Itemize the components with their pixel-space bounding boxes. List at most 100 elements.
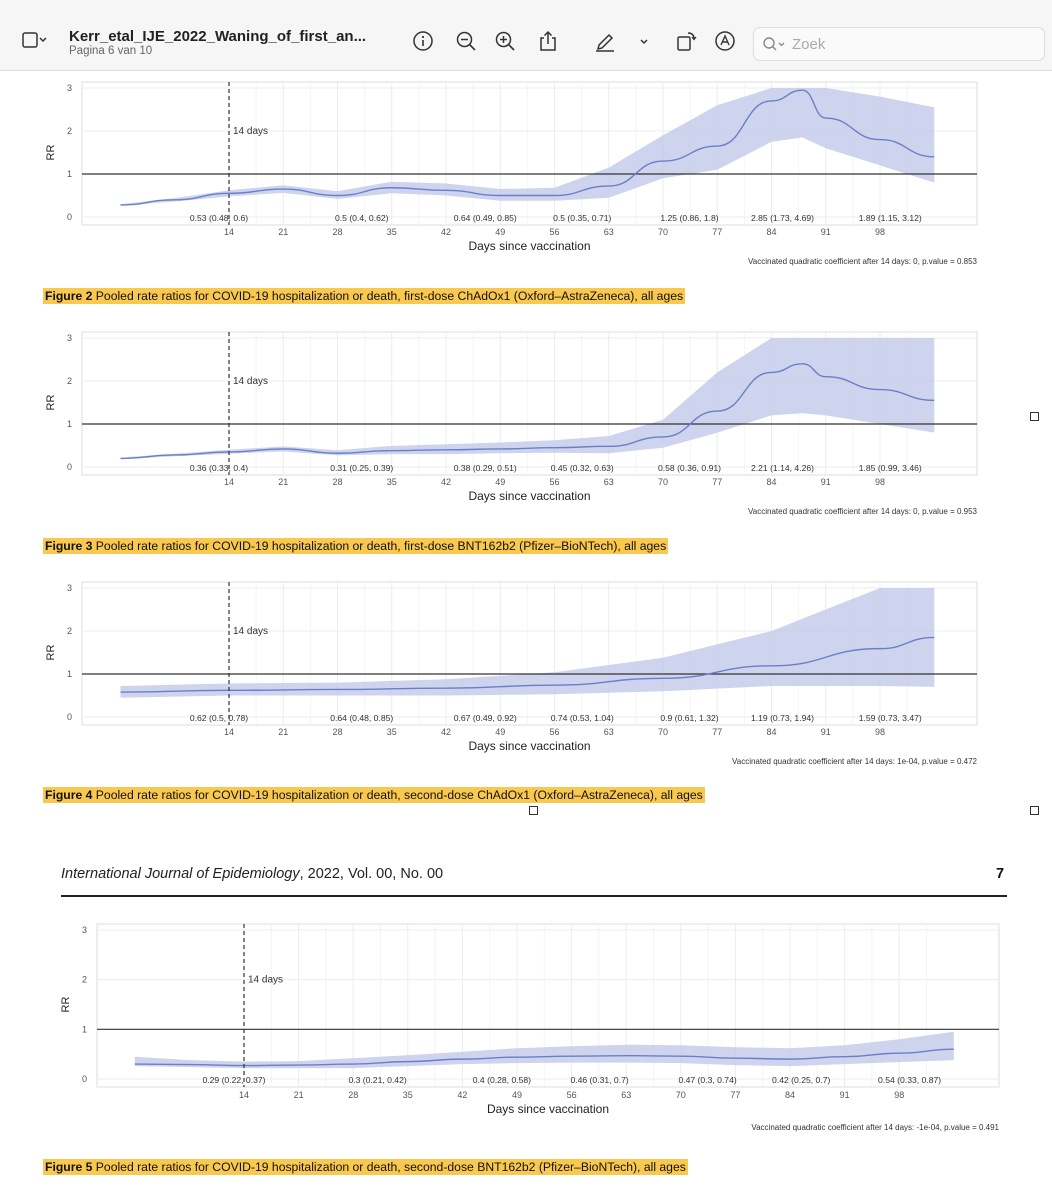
journal-name: International Journal of Epidemiology xyxy=(61,866,300,882)
x-tick-label: 14 xyxy=(224,227,234,237)
series-line xyxy=(134,1048,954,1067)
chart-footnote: Vaccinated quadratic coefficient after 1… xyxy=(732,757,978,766)
search-placeholder: Zoek xyxy=(792,36,826,53)
x-tick-label: 21 xyxy=(294,1090,304,1100)
x-tick-label: 21 xyxy=(278,227,288,237)
x-tick-label: 35 xyxy=(387,477,397,487)
x-tick-label: 98 xyxy=(875,727,885,737)
x-tick-label: 84 xyxy=(766,727,776,737)
confidence-band xyxy=(120,588,935,698)
interval-label: 0.36 (0.33, 0.4) xyxy=(190,463,248,473)
x-tick-label: 84 xyxy=(785,1090,795,1100)
y-tick-label: 2 xyxy=(67,126,72,136)
y-tick-label: 0 xyxy=(67,712,72,722)
figure-2-caption: Figure 2 Pooled rate ratios for COVID-19… xyxy=(43,288,686,304)
page-number: 7 xyxy=(996,866,1005,882)
figure-4-caption: Figure 4 Pooled rate ratios for COVID-19… xyxy=(43,787,705,803)
zoom-out-icon[interactable] xyxy=(455,30,477,52)
interval-label: 0.46 (0.31, 0.7) xyxy=(570,1075,628,1085)
interval-label: 0.3 (0.21, 0.42) xyxy=(348,1075,406,1085)
figure-5-caption: Figure 5 Pooled rate ratios for COVID-19… xyxy=(43,1159,688,1175)
selection-handle[interactable] xyxy=(1030,806,1039,815)
vline-label: 14 days xyxy=(248,975,283,986)
markup-pen-icon[interactable] xyxy=(594,30,616,52)
interval-label: 0.38 (0.29, 0.51) xyxy=(454,463,517,473)
vline-label: 14 days xyxy=(233,126,268,137)
selection-handle[interactable] xyxy=(1030,412,1039,421)
running-header: International Journal of Epidemiology, 2… xyxy=(61,866,443,882)
x-tick-label: 63 xyxy=(621,1090,631,1100)
x-tick-label: 56 xyxy=(549,477,559,487)
y-tick-label: 3 xyxy=(82,925,87,935)
x-tick-label: 21 xyxy=(278,477,288,487)
x-tick-label: 56 xyxy=(567,1090,577,1100)
x-tick-label: 21 xyxy=(278,727,288,737)
x-tick-label: 49 xyxy=(495,477,505,487)
interval-label: 0.4 (0.28, 0.58) xyxy=(473,1075,531,1085)
x-tick-label: 28 xyxy=(332,477,342,487)
sidebar-toggle-icon[interactable] xyxy=(22,32,47,48)
y-axis-label: RR xyxy=(45,645,57,661)
interval-label: 0.5 (0.4, 0.62) xyxy=(335,213,389,223)
share-icon[interactable] xyxy=(537,30,559,52)
figure-4-chart: 0 1 2 3 14 days 0.62 (0.5, 0.78) 0.64 (0.48, 0… xyxy=(0,580,1052,770)
interval-label: 0.64 (0.49, 0.85) xyxy=(454,213,517,223)
series-line xyxy=(120,89,935,206)
interval-label: 0.47 (0.3, 0.74) xyxy=(678,1075,736,1085)
x-tick-label: 56 xyxy=(549,727,559,737)
interval-label: 0.45 (0.32, 0.63) xyxy=(551,463,614,473)
interval-label: 1.59 (0.73, 3.47) xyxy=(859,713,922,723)
interval-label: 0.29 (0.22, 0.37) xyxy=(202,1075,265,1085)
interval-label: 0.5 (0.35, 0.71) xyxy=(553,213,611,223)
figure-caption-label: Figure 4 xyxy=(45,788,93,802)
y-tick-label: 3 xyxy=(67,583,72,593)
y-tick-label: 3 xyxy=(67,83,72,93)
x-tick-label: 14 xyxy=(224,727,234,737)
interval-label: 2.21 (1.14, 4.26) xyxy=(751,463,814,473)
x-tick-label: 63 xyxy=(604,227,614,237)
rotate-icon[interactable] xyxy=(675,30,697,52)
x-tick-label: 98 xyxy=(875,477,885,487)
x-axis-label: Days since vaccination xyxy=(468,489,590,503)
selection-handle[interactable] xyxy=(529,806,538,815)
y-tick-label: 2 xyxy=(67,626,72,636)
x-tick-label: 77 xyxy=(712,727,722,737)
interval-label: 0.62 (0.5, 0.78) xyxy=(190,713,248,723)
x-tick-label: 28 xyxy=(332,727,342,737)
interval-label: 0.31 (0.25, 0.39) xyxy=(330,463,393,473)
x-axis-label: Days since vaccination xyxy=(487,1102,609,1116)
interval-label: 0.53 (0.48, 0.6) xyxy=(190,213,248,223)
annotate-icon[interactable] xyxy=(714,30,736,52)
x-tick-label: 14 xyxy=(239,1090,249,1100)
info-icon[interactable] xyxy=(412,30,434,52)
figure-3-chart: 0 1 2 3 14 days 0.36 (0.33, 0.4) 0.31 (0.25, 0… xyxy=(0,330,1052,520)
x-tick-label: 84 xyxy=(766,227,776,237)
interval-label: 0.54 (0.33, 0.87) xyxy=(878,1075,941,1085)
x-tick-label: 28 xyxy=(348,1090,358,1100)
zoom-in-icon[interactable] xyxy=(494,30,516,52)
series-line xyxy=(120,363,935,460)
search-field[interactable]: Zoek xyxy=(753,27,1045,61)
interval-label: 0.67 (0.49, 0.92) xyxy=(454,713,517,723)
x-tick-label: 70 xyxy=(658,227,668,237)
x-tick-label: 77 xyxy=(730,1090,740,1100)
y-tick-label: 1 xyxy=(82,1024,87,1034)
y-axis-label: RR xyxy=(45,395,57,411)
y-tick-label: 0 xyxy=(67,212,72,222)
y-tick-label: 1 xyxy=(67,419,72,429)
x-tick-label: 49 xyxy=(495,727,505,737)
interval-label: 0.9 (0.61, 1.32) xyxy=(660,713,718,723)
interval-label: 0.42 (0.25, 0.7) xyxy=(772,1075,830,1085)
interval-label: 0.74 (0.53, 1.04) xyxy=(551,713,614,723)
x-tick-label: 63 xyxy=(604,477,614,487)
page-indicator: Pagina 6 van 10 xyxy=(69,45,153,57)
x-tick-label: 63 xyxy=(604,727,614,737)
figure-caption-text: Pooled rate ratios for COVID-19 hospital… xyxy=(92,1160,686,1174)
x-tick-label: 91 xyxy=(821,227,831,237)
chevron-down-icon[interactable] xyxy=(633,30,655,52)
x-tick-label: 77 xyxy=(712,227,722,237)
interval-label: 1.89 (1.15, 3.12) xyxy=(859,213,922,223)
x-tick-label: 35 xyxy=(403,1090,413,1100)
x-tick-label: 42 xyxy=(441,477,451,487)
x-axis-label: Days since vaccination xyxy=(468,739,590,753)
